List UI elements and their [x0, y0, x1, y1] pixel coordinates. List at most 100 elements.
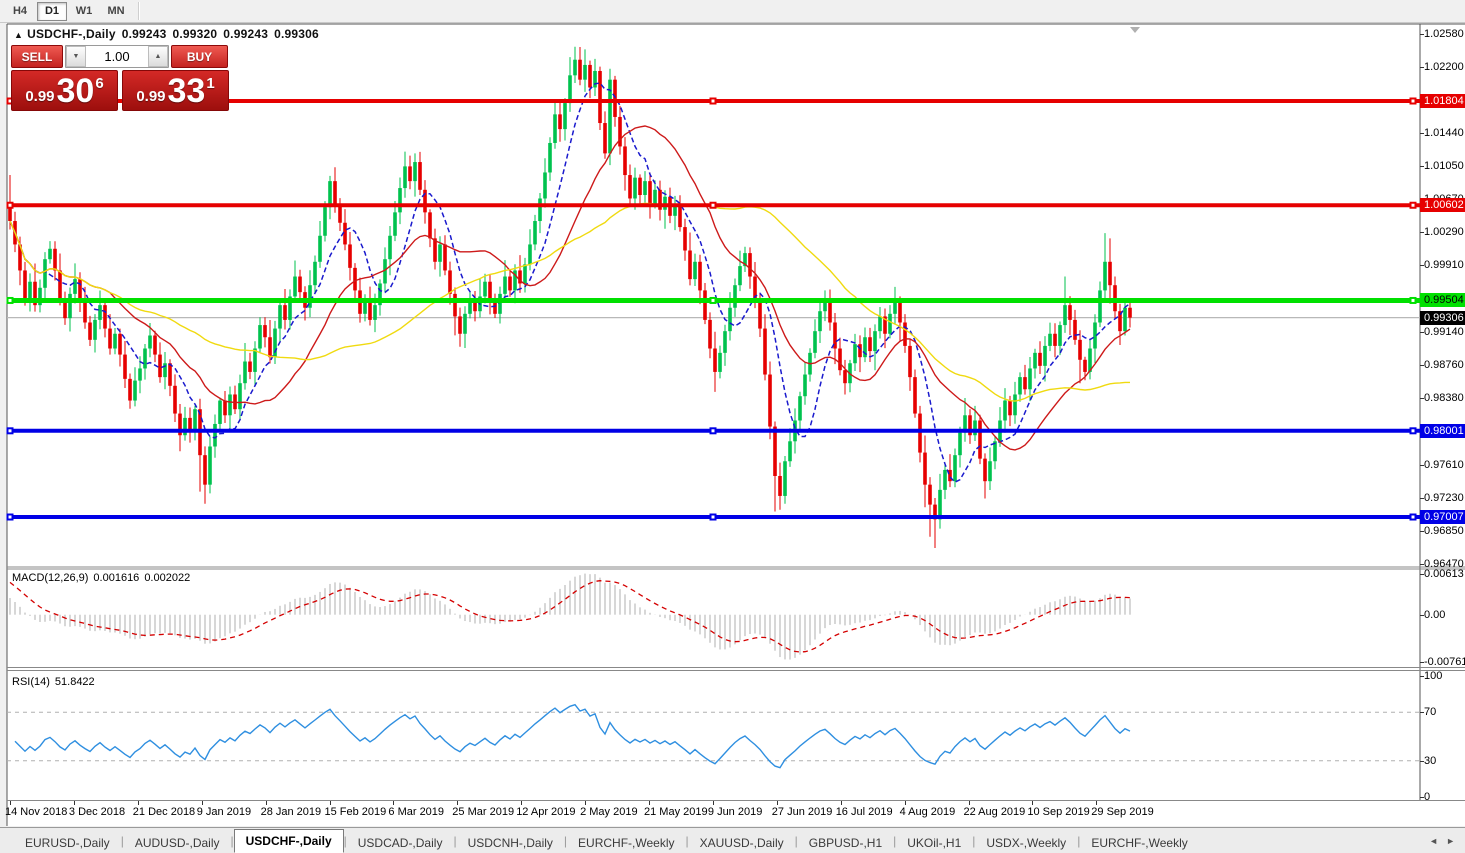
date-tick — [10, 801, 11, 805]
level-price-tag: 0.99504 — [1420, 293, 1465, 308]
date-label: 9 Jan 2019 — [196, 806, 252, 818]
rsi-scale-label: 30 — [1424, 754, 1437, 767]
ohlc-open: 0.99243 — [121, 27, 167, 41]
tab-navigation: ◄ ► — [1429, 836, 1465, 846]
chart-tab-xauusd-daily[interactable]: XAUUSD-,Daily — [699, 835, 784, 850]
candles[interactable] — [8, 46, 1132, 548]
date-label: 28 Jan 2019 — [260, 806, 322, 818]
price-scale-label: 0.96850 — [1424, 524, 1464, 537]
date-tick — [1096, 801, 1098, 805]
macd-scale-label: 0.00613 — [1424, 568, 1464, 581]
timeframe-button-w1[interactable]: W1 — [75, 5, 93, 17]
chart-tabs: EURUSD-,Daily | AUDUSD-,Daily | USDCHF-,Dail… — [14, 829, 1199, 853]
macd-panel[interactable] — [9, 573, 1131, 660]
current-price-tag: 0.99306 — [1420, 310, 1465, 325]
price-scale-label-tick — [1420, 497, 1424, 499]
level-price-tag: 1.01804 — [1420, 94, 1465, 108]
buy-price-pips: 33 — [167, 71, 206, 110]
date-tick — [457, 801, 459, 805]
tab-separator: | — [972, 834, 976, 848]
macd-scale-label-tick — [1420, 662, 1424, 663]
price-scale-label: 0.97230 — [1424, 491, 1464, 504]
level-price-tag: 0.97007 — [1420, 510, 1465, 524]
chart-shift-marker-icon[interactable] — [1130, 27, 1140, 33]
date-tick — [585, 801, 587, 805]
rsi-scale-label: 70 — [1424, 706, 1437, 719]
tab-separator: | — [794, 834, 798, 848]
date-tick — [201, 801, 203, 805]
date-label: 25 Mar 2019 — [452, 806, 515, 818]
date-tick — [393, 801, 395, 805]
volume-input[interactable] — [86, 46, 148, 67]
date-label: 2 May 2019 — [580, 806, 638, 818]
one-click-trading-panel: SELL ▼ ▲ BUY 0.99 30 6 0.99 33 1 — [11, 45, 230, 111]
chart-tab-eurchf-weekly[interactable]: EURCHF-,Weekly — [1091, 835, 1188, 850]
price-scale-label-tick — [1420, 530, 1424, 532]
macd-title: MACD(12,26,9) — [12, 572, 89, 584]
tab-separator: | — [563, 834, 568, 848]
buy-button[interactable]: BUY — [171, 45, 228, 68]
sell-price-panel[interactable]: 0.99 30 6 — [11, 70, 118, 111]
macd-scale-label-tick — [1420, 574, 1424, 576]
price-scale-label-tick — [1420, 332, 1424, 334]
chart-tab-audusd-daily[interactable]: AUDUSD-,Daily — [134, 835, 220, 850]
rsi-panel[interactable] — [7, 703, 1420, 769]
date-tick — [712, 801, 714, 805]
sell-button[interactable]: SELL — [11, 45, 63, 68]
moving-averages — [9, 82, 1131, 484]
date-label: 27 Jun 2019 — [771, 806, 833, 818]
volume-increase-icon[interactable]: ▲ — [148, 46, 168, 67]
sell-price-point: 6 — [95, 75, 104, 92]
chart-tab-eurusd-daily[interactable]: EURUSD-,Daily — [25, 835, 110, 850]
date-label: 21 May 2019 — [644, 806, 708, 818]
timeframe-buttons: H4 D1 W1 MN — [4, 1, 132, 21]
tab-separator: | — [1077, 834, 1081, 848]
date-label: 21 Dec 2018 — [132, 806, 196, 818]
ohlc-low: 0.99243 — [223, 27, 269, 41]
chart-tab-usdchf-daily[interactable]: USDCHF-,Daily — [233, 829, 344, 853]
date-label: 9 Jun 2019 — [707, 806, 763, 818]
macd-scale-label: 0.00 — [1424, 608, 1446, 621]
tab-separator: | — [230, 834, 234, 848]
chart-tab-usdx-weekly[interactable]: USDX-,Weekly — [986, 835, 1067, 850]
date-tick — [904, 801, 906, 805]
toolbar-separator — [138, 2, 140, 20]
timeframe-button-d1[interactable]: D1 — [37, 1, 67, 21]
tab-scroll-left-icon[interactable]: ◄ — [1429, 835, 1439, 846]
price-scale-label: 1.02200 — [1424, 60, 1464, 73]
date-label: 14 Nov 2018 — [5, 806, 68, 818]
macd-scale-label-tick — [1420, 614, 1424, 616]
rsi-scale-label-tick — [1420, 760, 1424, 762]
collapse-panel-icon[interactable]: ▲ — [14, 30, 24, 40]
chart-tab-usdcnh-daily[interactable]: USDCNH-,Daily — [467, 835, 553, 850]
date-label: 12 Apr 2019 — [516, 806, 576, 818]
horizontal-level-lines[interactable] — [6, 97, 1421, 521]
timeframe-button-h4[interactable]: H4 — [12, 5, 28, 17]
date-tick — [73, 801, 75, 805]
chart-background — [7, 24, 1465, 826]
chart-frame — [6, 23, 1465, 826]
macd-value: 0.001616 — [93, 572, 140, 584]
price-scale-label: 0.99140 — [1424, 326, 1464, 339]
volume-decrease-icon[interactable]: ▼ — [66, 46, 86, 67]
price-scale-label: 1.02580 — [1424, 27, 1464, 40]
price-scale-label: 0.97610 — [1424, 458, 1464, 471]
chart-tab-ukoil-h1[interactable]: UKOil-,H1 — [907, 835, 962, 850]
ohlc-close: 0.99306 — [274, 27, 319, 41]
chart-tab-usdcad-daily[interactable]: USDCAD-,Daily — [357, 835, 443, 850]
rsi-scale-label-tick — [1420, 797, 1424, 798]
chart-title: ▲ USDCHF-,Daily 0.99243 0.99320 0.99243 0.993… — [14, 27, 325, 41]
macd-scale-label: -0.007612 — [1424, 656, 1465, 668]
tab-scroll-right-icon[interactable]: ► — [1446, 835, 1455, 846]
chart-tab-eurchf-weekly[interactable]: EURCHF-,Weekly — [578, 835, 675, 850]
timeframe-button-mn[interactable]: MN — [107, 5, 125, 17]
date-tick — [265, 801, 267, 805]
chart-tab-gbpusd-h1[interactable]: GBPUSD-,H1 — [808, 835, 883, 850]
tab-separator: | — [685, 834, 689, 848]
rsi-scale-label-tick — [1420, 676, 1424, 677]
rsi-value: 51.8422 — [54, 676, 95, 688]
date-tick — [329, 801, 331, 805]
buy-price-panel[interactable]: 0.99 33 1 — [122, 70, 229, 111]
rsi-scale-label: 100 — [1424, 670, 1443, 682]
